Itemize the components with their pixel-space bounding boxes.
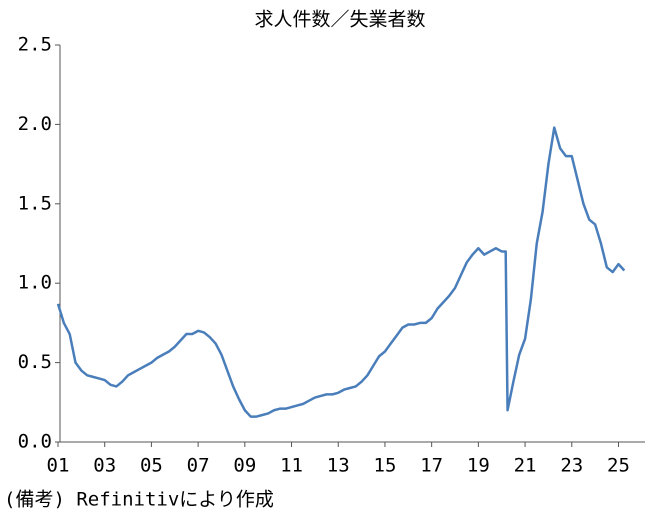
y-tick-label: 1.0 [18,272,52,294]
y-tick-label: 1.5 [18,192,52,214]
y-tick-label: 0.5 [18,351,52,373]
source-note: (備考) Refinitivにより作成 [4,489,274,511]
x-tick-label: 11 [280,455,303,477]
x-tick-label: 05 [140,455,163,477]
x-tick-label: 25 [607,455,630,477]
x-tick-label: 07 [187,455,210,477]
x-tick-label: 15 [374,455,397,477]
x-tick-label: 13 [327,455,350,477]
x-tick-label: 21 [514,455,537,477]
chart-title: 求人件数／失業者数 [254,9,425,31]
x-tick-label: 23 [560,455,583,477]
x-tick-label: 03 [93,455,116,477]
x-tick-label: 19 [467,455,490,477]
y-tick-label: 2.0 [18,113,52,135]
data-line [56,126,626,418]
y-tick-label: 0.0 [18,431,52,453]
x-tick-label: 09 [233,455,256,477]
y-tick-label: 2.5 [18,34,52,56]
x-tick-label: 01 [47,455,70,477]
x-tick-label: 17 [420,455,443,477]
